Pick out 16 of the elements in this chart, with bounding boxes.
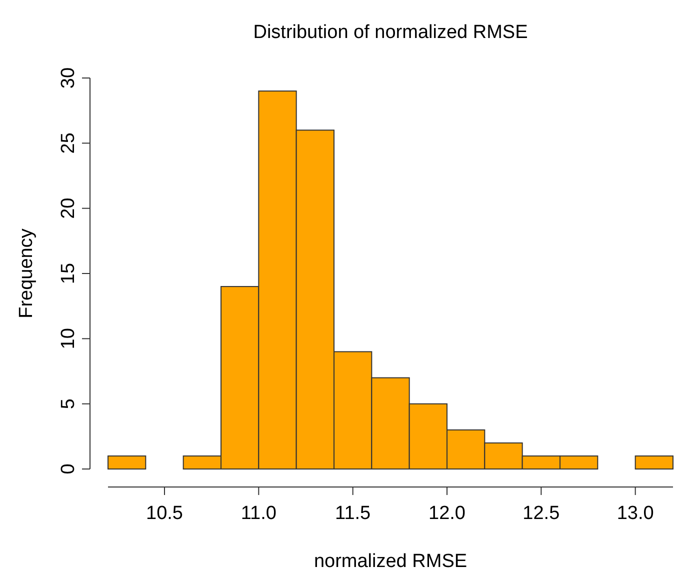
y-tick-label: 15: [58, 262, 79, 284]
x-tick-label: 10.5: [146, 503, 183, 524]
y-tick-label: 20: [58, 198, 79, 219]
x-tick-label: 11.0: [240, 503, 276, 524]
y-tick-label: 5: [58, 398, 79, 410]
y-axis-title: Frequency: [16, 228, 37, 318]
chart-title: Distribution of normalized RMSE: [253, 22, 528, 43]
y-tick-label: 10: [58, 328, 79, 350]
y-tick-label: 0: [58, 464, 79, 474]
x-axis-title: normalized RMSE: [314, 551, 468, 572]
y-tick-label: 25: [58, 132, 79, 154]
x-tick-label: 12.5: [522, 503, 560, 524]
x-tick-label: 11.5: [335, 503, 371, 524]
x-tick-label: 13.0: [616, 503, 654, 524]
x-tick-label: 12.0: [428, 503, 466, 524]
y-tick-label: 30: [58, 67, 79, 89]
